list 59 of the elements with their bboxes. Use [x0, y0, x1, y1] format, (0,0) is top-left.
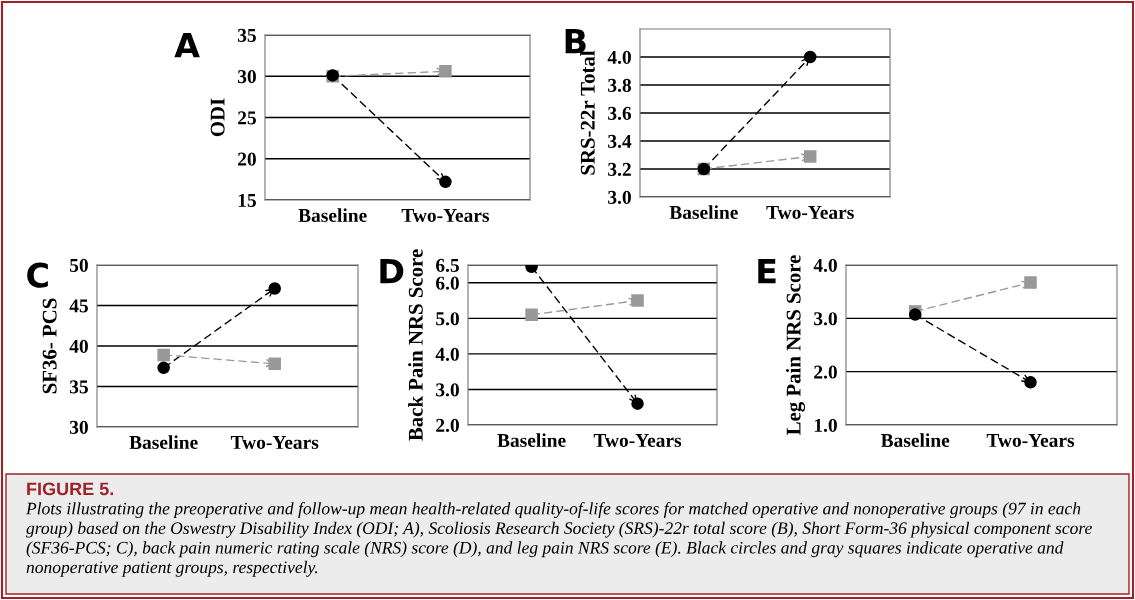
y-tick-label: 4.0: [607, 50, 631, 65]
y-tick-label: 45: [69, 299, 88, 313]
y-tick-label: 35: [69, 380, 88, 394]
y-tick-label: 4.0: [813, 258, 837, 273]
x-tick-label: Baseline: [129, 435, 198, 450]
y-tick-label: 3.0: [608, 190, 631, 205]
y-tick-label: 1.0: [814, 418, 837, 433]
chart-title: D: [380, 259, 404, 284]
y-tick-label: 25: [238, 111, 256, 125]
y-tick-label: 20: [238, 152, 256, 166]
y-tick-label: 40: [69, 339, 88, 353]
point: [268, 282, 281, 295]
x-tick-label: Baseline: [298, 208, 367, 223]
point: [1024, 276, 1037, 289]
chart-title: A: [174, 33, 200, 58]
y-axis-title: Leg Pain NRS Score: [785, 255, 806, 436]
point: [439, 65, 452, 78]
point: [157, 361, 170, 375]
point: [631, 397, 644, 410]
y-tick-label: 6.0: [436, 276, 459, 290]
y-tick-label: 4.0: [435, 347, 459, 361]
text: Plots illustrating the preoperative and follow-up mean health-related quality-of-life scores for matched operative and nonoperative groups (97 in each group) based on the Oswestry Disability Index (ODI; A), Scoliosis Research Society (SRS)-22r total score (B), Short Form-36 physical component score (SF36-PCS; C), back pain numeric rating scale (NRS) score (D), and leg pain NRS score (E). Black circles and gray squares indicate operative and nonoperative patient groups, respectively.: [25, 502, 1092, 577]
y-tick-label: 2.0: [436, 418, 459, 433]
y-tick-label: 3.0: [436, 383, 459, 397]
y-tick-label: 3.6: [608, 106, 632, 121]
y-tick-label: 5.0: [436, 312, 459, 326]
y-tick-label: 30: [237, 70, 256, 84]
x-tick-label: Baseline: [669, 205, 738, 220]
point: [525, 308, 538, 322]
point: [1024, 376, 1037, 389]
point: [439, 175, 452, 189]
point: [803, 50, 817, 64]
point: [268, 357, 281, 371]
y-tick-label: 3.0: [814, 312, 837, 326]
caption: FIGURE 5.: [27, 482, 114, 496]
x-tick-label: Two-Years: [766, 206, 854, 220]
y-axis-title: ODI: [210, 98, 225, 137]
point: [803, 150, 817, 163]
x-tick-label: Two-Years: [986, 434, 1075, 448]
point: [157, 348, 170, 362]
x-tick-label: Two-Years: [230, 436, 319, 450]
x-tick-label: Baseline: [497, 433, 566, 448]
y-tick-label: 35: [237, 28, 256, 42]
y-tick-label: 6.5: [436, 258, 459, 273]
y-tick-label: 2.0: [814, 365, 837, 379]
y-tick-label: 50: [70, 258, 88, 272]
y-axis-title: SF36- PCS: [42, 298, 57, 394]
chart-title: C: [27, 262, 48, 288]
y-axis-title: Back Pain NRS Score: [408, 249, 423, 441]
y-tick-label: 3.2: [608, 162, 631, 177]
point: [631, 294, 644, 307]
y-tick-label: 15: [238, 193, 256, 207]
x-tick-label: Baseline: [880, 433, 950, 448]
y-tick-label: 3.4: [608, 134, 632, 149]
x-tick-label: Two-Years: [593, 434, 682, 448]
y-tick-label: 3.8: [608, 78, 632, 93]
chart-title: E: [758, 259, 776, 284]
x-tick-label: Two-Years: [401, 209, 490, 223]
y-tick-label: 30: [69, 420, 88, 434]
